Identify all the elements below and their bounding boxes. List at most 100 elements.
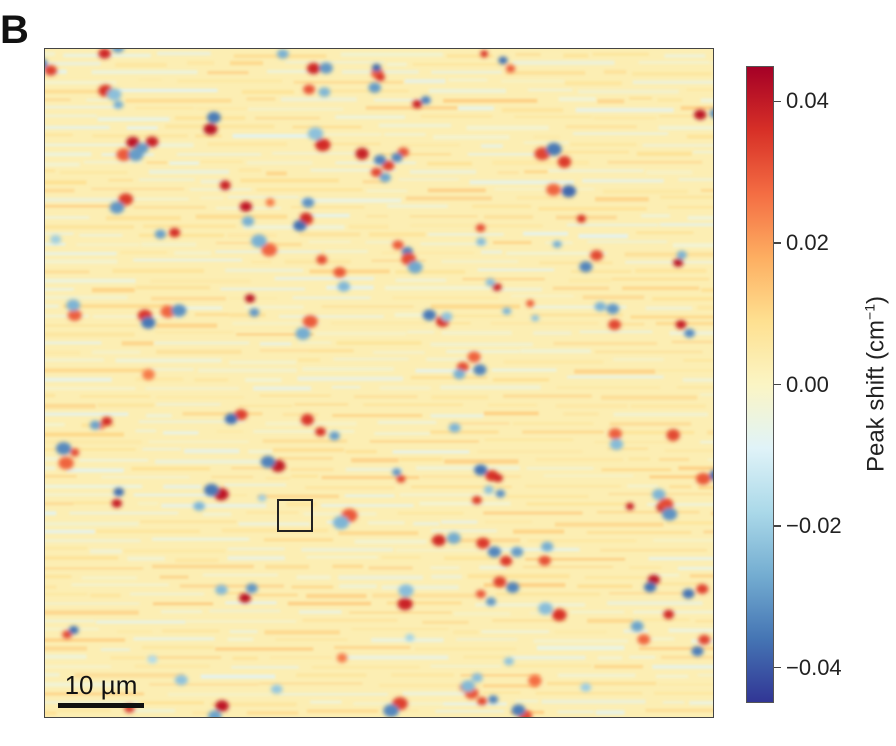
stripe-texture [586, 531, 692, 534]
stripe-texture [700, 440, 713, 444]
stripe-texture [297, 341, 332, 344]
stripe-texture [472, 204, 532, 208]
stripe-texture [45, 602, 140, 605]
stripe-texture [45, 546, 88, 550]
stripe-texture [73, 501, 119, 504]
stripe-texture [292, 125, 362, 129]
stripe-texture [610, 322, 645, 326]
stripe-texture [45, 225, 135, 229]
stripe-texture [177, 79, 283, 83]
stripe-texture [441, 260, 519, 263]
stripe-texture [678, 466, 713, 471]
defect-lobe [608, 319, 621, 331]
stripe-texture [303, 512, 377, 516]
stripe-texture [316, 331, 407, 336]
stripe-texture [207, 71, 249, 75]
defect-lobe [392, 240, 404, 250]
defect-lobe [476, 237, 486, 246]
stripe-texture [363, 403, 463, 406]
stripe-texture [117, 630, 153, 634]
defect-lobe [579, 261, 593, 273]
stripe-texture [334, 646, 411, 649]
defect-lobe [118, 193, 134, 206]
defect-lobe [276, 49, 289, 59]
stripe-texture [97, 117, 170, 122]
stripe-texture [522, 566, 614, 568]
stripe-texture [501, 79, 565, 83]
stripe-texture [291, 585, 334, 589]
stripe-texture [622, 286, 700, 290]
defect-lobe [315, 427, 326, 437]
stripe-texture [430, 304, 521, 309]
stripe-texture [45, 324, 139, 327]
stripe-texture [45, 585, 57, 590]
inset-marker-box [277, 499, 313, 532]
stripe-texture [543, 474, 634, 477]
defect-lobe [208, 710, 222, 717]
stripe-texture [365, 106, 458, 110]
stripe-texture [495, 592, 601, 596]
stripe-texture [597, 656, 623, 660]
stripe-texture [707, 430, 713, 435]
defect-lobe [383, 704, 399, 717]
stripe-texture [483, 583, 566, 588]
stripe-texture [649, 475, 713, 479]
defect-lobe [174, 674, 188, 686]
stripe-texture [184, 448, 240, 454]
stripe-texture [269, 656, 333, 660]
stripe-texture [611, 278, 710, 281]
stripe-texture [45, 440, 142, 444]
stripe-texture [230, 60, 263, 66]
stripe-texture [198, 368, 297, 373]
stripe-texture [362, 180, 387, 184]
stripe-texture [428, 233, 504, 236]
stripe-texture [154, 341, 250, 345]
defect-lobe [492, 283, 502, 292]
stripe-texture [155, 330, 234, 334]
stripe-texture [603, 189, 688, 194]
colorbar-tick [774, 666, 781, 669]
stripe-texture [506, 251, 607, 255]
stripe-texture [341, 655, 449, 660]
stripe-texture [477, 268, 555, 271]
stripe-texture [579, 330, 653, 333]
stripe-texture [484, 224, 543, 228]
stripe-texture [458, 106, 494, 111]
stripe-texture [686, 88, 713, 91]
stripe-texture [426, 357, 484, 362]
stripe-texture [433, 135, 510, 140]
stripe-texture [554, 629, 607, 634]
stripe-texture [256, 188, 363, 192]
stripe-texture [492, 160, 589, 165]
stripe-texture [296, 575, 331, 580]
stripe-texture [567, 375, 664, 379]
stripe-texture [324, 250, 368, 253]
stripe-texture [689, 574, 713, 578]
defect-lobe [698, 634, 711, 645]
defect-lobe [473, 364, 487, 376]
stripe-texture [45, 711, 57, 715]
colorbar-tick-label: −0.04 [786, 654, 842, 680]
stripe-texture [56, 709, 111, 713]
stripe-texture [668, 628, 713, 633]
stripe-texture [539, 261, 613, 265]
stripe-texture [662, 701, 685, 704]
stripe-texture [247, 107, 344, 111]
stripe-texture [697, 305, 713, 310]
defect-lobe [441, 312, 453, 322]
stripe-texture [412, 63, 513, 66]
stripe-texture [516, 196, 574, 200]
stripe-texture [687, 215, 713, 220]
stripe-texture [683, 359, 713, 362]
stripe-texture [45, 358, 104, 362]
stripe-texture [156, 403, 221, 406]
stripe-texture [45, 350, 81, 356]
stripe-texture [123, 549, 226, 553]
defect-lobe [448, 423, 461, 433]
stripe-texture [96, 529, 200, 533]
defect-lobe [432, 534, 446, 546]
stripe-texture [182, 412, 263, 416]
stripe-texture [176, 153, 262, 156]
stripe-texture [467, 574, 570, 579]
stripe-texture [671, 340, 713, 344]
